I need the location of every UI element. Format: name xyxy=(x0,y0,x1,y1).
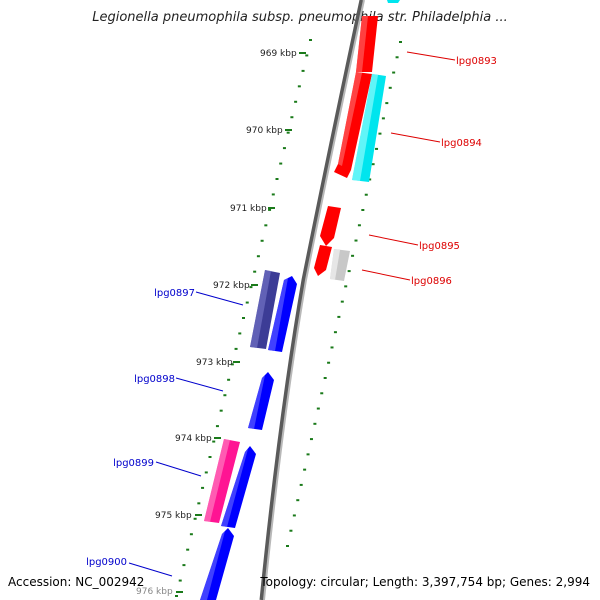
kbp-ticks xyxy=(176,52,306,593)
gene-lpg0893[interactable] xyxy=(334,72,372,178)
kbp-label-973: 973 kbp xyxy=(196,358,233,368)
gene-lpg0894[interactable] xyxy=(352,74,386,182)
gene-label-lpg0894[interactable]: lpg0894 xyxy=(441,138,482,149)
gene-label-lpg0898[interactable]: lpg0898 xyxy=(134,374,175,385)
gene-lpg0900[interactable] xyxy=(200,528,234,600)
kbp-label-972: 972 kbp xyxy=(213,281,250,291)
gene-label-lpg0895[interactable]: lpg0895 xyxy=(419,241,460,252)
gene-top-cyan[interactable] xyxy=(387,0,400,3)
gene-lpg0899-pink[interactable] xyxy=(204,439,240,523)
kbp-label-970: 970 kbp xyxy=(246,126,283,136)
gene-labels: lpg0893 lpg0894 lpg0895 lpg0896 lpg0897 … xyxy=(86,56,497,568)
gene-lpg0898[interactable] xyxy=(248,372,274,430)
tick-track-left xyxy=(175,39,312,597)
map-title: Legionella pneumophila subsp. pneumophil… xyxy=(92,10,508,25)
kbp-label-969: 969 kbp xyxy=(260,49,297,59)
gene-label-lpg0900[interactable]: lpg0900 xyxy=(86,557,127,568)
gene-label-lpg0893[interactable]: lpg0893 xyxy=(456,56,497,67)
gene-label-lpg0897[interactable]: lpg0897 xyxy=(154,288,195,299)
gene-lpg0897[interactable] xyxy=(268,276,297,352)
gene-lpg0896-red[interactable] xyxy=(314,245,332,276)
kbp-label-974: 974 kbp xyxy=(175,434,212,444)
genome-backbone-highlight xyxy=(263,0,365,600)
leader-lines xyxy=(128,51,456,577)
gene-lpg0895[interactable] xyxy=(320,206,341,246)
gene-lpg0899[interactable] xyxy=(221,446,256,528)
gene-top-red[interactable] xyxy=(356,16,378,72)
kbp-labels: 969 kbp 970 kbp 971 kbp 972 kbp 973 kbp … xyxy=(136,49,297,597)
gene-label-lpg0899[interactable]: lpg0899 xyxy=(113,458,154,469)
gene-label-lpg0896[interactable]: lpg0896 xyxy=(411,276,452,287)
tick-track-right xyxy=(286,41,402,547)
topology-summary: Topology: circular; Length: 3,397,754 bp… xyxy=(260,575,590,589)
gene-lpg0897-navy[interactable] xyxy=(250,270,280,349)
accession-text: Accession: NC_002942 xyxy=(8,575,145,589)
kbp-label-976: 976 kbp xyxy=(136,587,173,597)
kbp-label-971: 971 kbp xyxy=(230,204,267,214)
gene-lpg0896[interactable] xyxy=(330,249,350,281)
kbp-label-975: 975 kbp xyxy=(155,511,192,521)
genome-backbone xyxy=(259,0,365,600)
